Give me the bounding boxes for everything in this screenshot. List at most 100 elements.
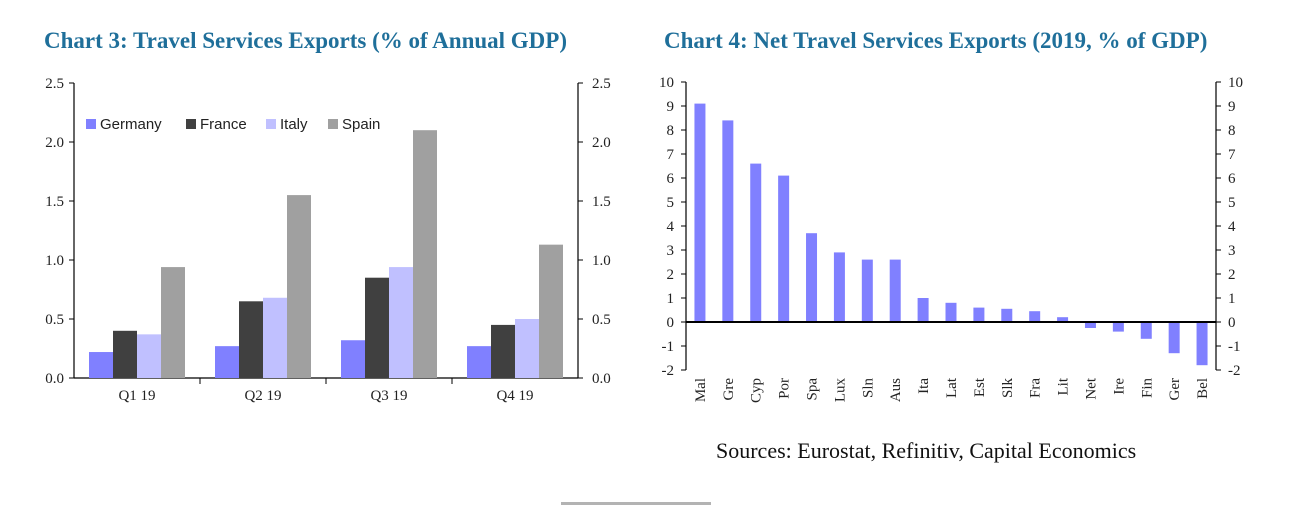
chart3-legend-label: Spain — [342, 116, 380, 133]
chart3-bar-france — [113, 330, 137, 378]
chart3-ytick-label: 2.5 — [45, 76, 64, 92]
chart4-xtick-label: Sln — [860, 378, 876, 399]
chart4-ytick-label-right: -1 — [1228, 339, 1241, 355]
chart4-bar — [917, 298, 929, 322]
chart4-xtick-label: Aus — [888, 378, 904, 402]
chart4-bar — [1001, 308, 1013, 322]
chart3-ytick-label: 0.5 — [45, 312, 64, 328]
chart3-xtick-label: Q4 19 — [496, 388, 533, 404]
chart3-bar-spain — [161, 267, 185, 378]
chart4-bar — [1057, 317, 1069, 322]
chart3-xtick-label: Q1 19 — [118, 388, 155, 404]
chart4-bar — [806, 233, 818, 322]
chart4-xtick-label: Fin — [1139, 378, 1155, 399]
chart3-legend-label: France — [200, 116, 247, 133]
chart3-ytick-label: 1.0 — [45, 253, 64, 269]
chart4-bar — [1084, 322, 1096, 328]
chart4-bar — [694, 103, 706, 322]
chart4-xtick-label: Cyp — [749, 378, 765, 403]
chart3-bar-germany — [341, 340, 365, 378]
chart4-ytick-label: 6 — [667, 171, 675, 187]
chart4-ytick-label: 0 — [667, 315, 675, 331]
chart3-title: Chart 3: Travel Services Exports (% of A… — [44, 28, 568, 53]
chart4-ytick-label: 8 — [667, 123, 675, 139]
chart4-xtick-label: Gre — [721, 378, 737, 401]
chart4-ytick-label: 9 — [667, 99, 675, 115]
chart3-bar-france — [239, 301, 263, 378]
chart4-xtick-label: Bel — [1195, 378, 1211, 399]
chart3-ytick-label: 0.0 — [45, 371, 64, 387]
chart3-ytick-label: 2.0 — [45, 135, 64, 151]
chart3-ytick-label-right: 2.5 — [592, 76, 611, 92]
chart4-bar — [833, 252, 845, 322]
chart3-bar-spain — [413, 130, 437, 378]
chart4-xtick-label: Fra — [1028, 378, 1044, 398]
chart3-bar-germany — [467, 346, 491, 378]
chart4-bar — [1140, 322, 1152, 339]
chart4-plot: -2 -2 -1 -1 0 0 1 1 2 2 3 3 4 4 5 5 6 6 7 7 8 8 9 9 10 10 Mal Gre Cy… — [659, 75, 1243, 403]
chart3-bar-france — [365, 277, 389, 378]
chart3-bar-germany — [215, 346, 239, 378]
chart4-xtick-label: Ire — [1111, 378, 1127, 395]
chart4-xtick-label: Slk — [1000, 378, 1016, 399]
chart4-ytick-label-right: 4 — [1228, 219, 1236, 235]
chart3-legend-swatch — [328, 119, 338, 129]
chart4-ytick-label: -2 — [662, 363, 675, 379]
chart3-bar-italy — [137, 334, 161, 378]
chart3-ytick-label: 1.5 — [45, 194, 64, 210]
chart4-xtick-label: Lit — [1056, 377, 1072, 395]
chart3-ytick-label-right: 0.0 — [592, 371, 611, 387]
chart3-ytick-label-right: 1.0 — [592, 253, 611, 269]
divider-line — [561, 502, 711, 505]
chart4-ytick-label-right: 10 — [1228, 75, 1243, 91]
chart4-bar — [945, 302, 957, 322]
chart3-legend-swatch — [266, 119, 276, 129]
chart4-ytick-label-right: 3 — [1228, 243, 1236, 259]
chart3-legend-swatch — [86, 119, 96, 129]
chart3-bar-france — [491, 324, 515, 378]
chart3-bar-italy — [263, 297, 287, 378]
chart4-bar — [722, 120, 734, 323]
chart3-legend-swatch — [186, 119, 196, 129]
chart4-ytick-label: 2 — [667, 267, 675, 283]
chart4-ytick-label: 1 — [667, 291, 675, 307]
chart3-ytick-label-right: 0.5 — [592, 312, 611, 328]
chart4-ytick-label-right: 8 — [1228, 123, 1236, 139]
chart4-ytick-label-right: 6 — [1228, 171, 1236, 187]
chart3-plot: 0.0 0.0 0.5 0.5 1.0 1.0 1.5 1.5 2.0 2.0 2.5 2.5 Q1 1… — [45, 76, 611, 404]
chart4-ytick-label-right: 7 — [1228, 147, 1236, 163]
chart4-xtick-label: Por — [777, 378, 793, 399]
chart4-ytick-label-right: 2 — [1228, 267, 1236, 283]
chart3-bar-spain — [287, 195, 311, 378]
chart4-ytick-label: 5 — [667, 195, 675, 211]
chart3-legend-label: Germany — [100, 116, 162, 133]
chart4-ytick-label: 4 — [667, 219, 675, 235]
chart4-xtick-label: Spa — [805, 378, 821, 401]
chart3-ytick-label-right: 2.0 — [592, 135, 611, 151]
chart3-ytick-label-right: 1.5 — [592, 194, 611, 210]
chart4-bar — [1196, 322, 1208, 366]
sources-note: Sources: Eurostat, Refinitiv, Capital Ec… — [716, 438, 1137, 463]
chart4-xtick-label: Lux — [832, 378, 848, 403]
chart4-bar — [1168, 322, 1180, 354]
chart4-ytick-label-right: -2 — [1228, 363, 1241, 379]
chart4-bar — [861, 259, 873, 322]
chart4-xtick-label: Ita — [916, 378, 932, 394]
chart4-bar — [889, 259, 901, 322]
chart4-xtick-label: Mal — [693, 378, 709, 402]
chart3-xtick-label: Q3 19 — [370, 388, 407, 404]
chart3-legend-label: Italy — [280, 116, 308, 133]
chart3-bar-italy — [515, 319, 539, 378]
chart4-ytick-label-right: 0 — [1228, 315, 1236, 331]
chart4-bar — [778, 175, 790, 322]
chart4-bar — [1112, 322, 1124, 332]
chart3-bar-germany — [89, 352, 113, 378]
chart4-ytick-label: 7 — [667, 147, 675, 163]
chart4-bar — [1029, 311, 1041, 322]
chart3-bar-spain — [539, 244, 563, 378]
chart3-bar-italy — [389, 267, 413, 378]
chart4-bar — [973, 307, 985, 322]
chart4-ytick-label: 10 — [659, 75, 674, 91]
chart4-ytick-label-right: 5 — [1228, 195, 1236, 211]
